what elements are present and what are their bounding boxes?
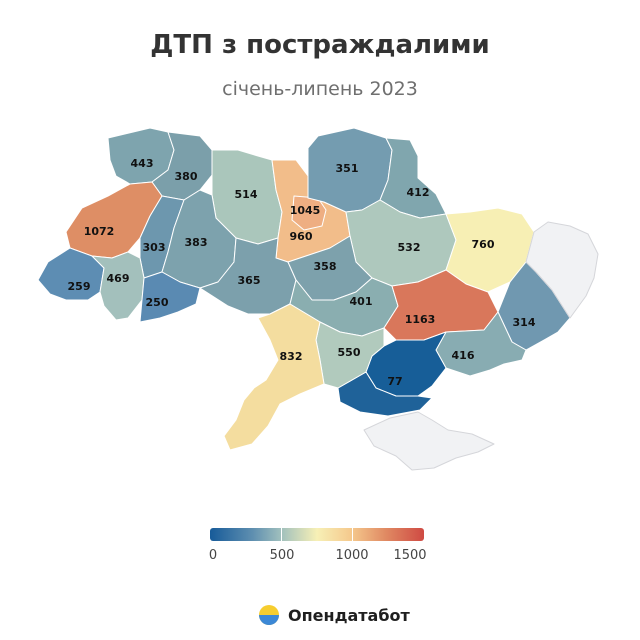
region-value-label: 365 [238,274,261,287]
legend-label-1000: 1000 [335,548,369,563]
region-value-label: 760 [472,238,495,251]
region-value-label: 532 [398,241,421,254]
region-value-label: 77 [387,375,402,388]
region-value-label: 358 [314,260,337,273]
region-value-label: 380 [175,170,198,183]
region-value-label: 412 [407,186,430,199]
region-value-label: 314 [513,316,536,329]
legend-color-scale [210,528,424,541]
region-value-label: 259 [68,280,91,293]
map-subtitle: січень-липень 2023 [222,78,418,100]
region-odeska[interactable] [223,303,325,451]
region-value-label: 303 [143,241,166,254]
region-value-label: 832 [280,350,303,363]
region-khersonska[interactable] [337,371,433,417]
region-value-label: 1045 [290,204,321,217]
region-zakarpatska[interactable] [37,247,105,301]
region-value-label: 469 [107,272,130,285]
region-value-label: 401 [350,295,373,308]
region-value-label: 550 [338,346,361,359]
legend-label-1500: 1500 [393,548,427,563]
legend-tick-1000 [352,528,353,541]
region-occupied-east [525,221,599,319]
region-value-label: 1072 [84,225,115,238]
region-value-label: 1163 [405,313,436,326]
legend-label-0: 0 [208,548,218,563]
region-value-label: 383 [185,236,208,249]
map-title: ДТП з постраждалими [150,30,490,60]
brand-name: Опендатабот [288,605,410,625]
legend-label-500: 500 [269,548,295,563]
legend-tick-500 [281,528,282,541]
opendatabot-logo-icon [259,605,279,625]
region-value-label: 443 [131,157,154,170]
brand: Опендатабот [258,602,410,628]
region-value-label: 250 [146,296,169,309]
region-value-label: 960 [290,230,313,243]
region-crimea [363,411,495,471]
region-ivano-frankivska[interactable] [91,251,145,321]
region-value-label: 351 [336,162,359,175]
region-chernivetska[interactable] [139,271,201,323]
region-value-label: 514 [235,188,258,201]
region-value-label: 416 [452,349,475,362]
